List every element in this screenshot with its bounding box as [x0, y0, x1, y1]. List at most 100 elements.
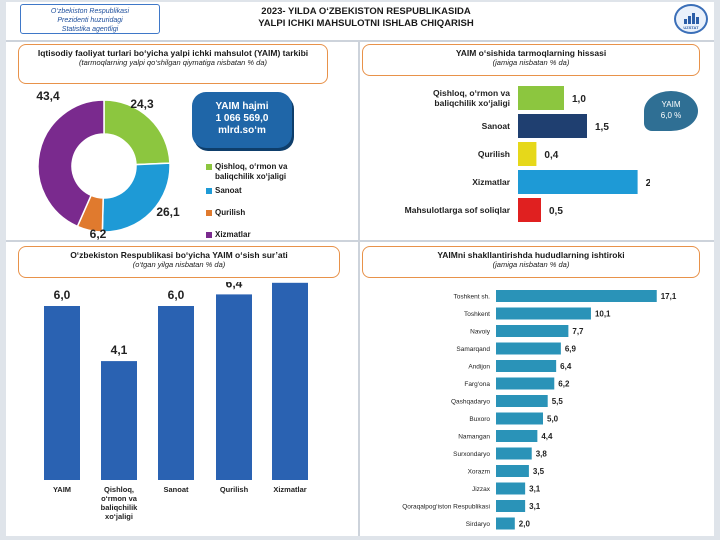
donut-label-qurilish: 6,2: [90, 227, 107, 241]
region-label-toshkent-sh: Toshkent sh.: [454, 294, 491, 301]
region-value-surxondaryo: 3,8: [536, 450, 548, 459]
region-label-samarqand: Samarqand: [456, 346, 490, 353]
legend-label-industry: Sanoat: [215, 186, 242, 195]
growth-value-sanoat: 6,0: [168, 288, 185, 302]
panel4-title: YAIMni shakllantirishda hududlarning ish…: [437, 250, 625, 260]
region-value-farg-ona: 6,2: [558, 380, 570, 389]
growth-bar-chart: 6,0 YAIM 4,1 Qishloq, o‘rmon va baliqchilik xo…: [44, 282, 308, 521]
region-bar-toshkent: [496, 307, 591, 320]
region-label-sirdaryo: Sirdaryo: [466, 521, 491, 528]
donut-label-sanoat: 26,1: [156, 205, 180, 219]
contrib-category-mahsulotlarga-sof-soliqlar: Mahsulotlarga sof soliqlar: [405, 205, 511, 215]
region-label-qoraqalpog-iston-respublikasi: Qoraqalpog‘iston Respublikasi: [402, 504, 490, 511]
panel3-title-box: O‘zbekiston Respublikasi bo‘yicha YAIM o…: [18, 246, 340, 278]
yaim-badge-label: YAIM: [661, 100, 681, 109]
legend-label-construction: Qurilish: [215, 208, 246, 217]
region-label-namangan: Namangan: [458, 434, 490, 441]
legend-swatch-agriculture: [206, 164, 212, 170]
region-value-jizzax: 3,1: [529, 485, 541, 494]
yaim-volume-value: 1 066 569,0: [215, 113, 269, 124]
agency-line-2: Prezidenti huzuridagi: [57, 17, 123, 24]
page-title-line-1: 2023- YILDA O‘ZBEKISTON RESPUBLIKASIDA: [261, 6, 471, 17]
panel2-title: YAIM o‘sishida tarmoqlarning hissasi: [455, 48, 607, 58]
region-value-toshkent-sh: 17,1: [661, 292, 677, 301]
contrib-bar-qurilish: [518, 142, 537, 166]
legend-swatch-services: [206, 232, 212, 238]
panel4-title-box: YAIMni shakllantirishda hududlarning ish…: [362, 246, 700, 278]
vertical-divider: [358, 42, 360, 536]
region-label-toshkent: Toshkent: [464, 311, 490, 318]
region-bar-toshkent-sh: [496, 290, 657, 302]
panel4-subtitle: (jamiga nisbatan % da): [492, 260, 570, 269]
logo-bars-icon: [684, 12, 700, 24]
panel1-title-box: Iqtisodiy faoliyat turlari bo‘yicha yalp…: [18, 44, 328, 84]
panel2-title-box: YAIM o‘sishida tarmoqlarning hissasi (ja…: [362, 44, 700, 76]
region-value-navoiy: 7,7: [572, 327, 584, 336]
region-value-qoraqalpog-iston-respublikasi: 3,1: [529, 502, 541, 511]
panel1-title: Iqtisodiy faoliyat turlari bo‘yicha yalp…: [37, 48, 309, 58]
middle-divider: [6, 240, 714, 242]
uzstat-logo: UZSTAT: [674, 4, 708, 34]
donut-chart: 24,3 26,1 6,2 43,4: [36, 89, 180, 241]
growth-bar-sanoat: [158, 306, 194, 480]
region-bar-jizzax: [496, 482, 526, 495]
legend-swatch-construction: [206, 210, 212, 216]
contrib-bar-mahsulotlarga-sof-soliqlar: [518, 198, 541, 222]
yaim-volume-unit: mlrd.so‘m: [218, 125, 266, 136]
region-label-navoiy: Navoiy: [470, 329, 491, 336]
contrib-bar-qishloq-o-rmon-va-baliqchilik-xo-jaligi: [518, 86, 564, 110]
region-bar-andijon: [496, 360, 557, 372]
region-label-jizzax: Jizzax: [472, 486, 491, 493]
contrib-value-sanoat: 1,5: [595, 122, 609, 133]
legend-swatch-industry: [206, 188, 212, 194]
region-value-toshkent: 10,1: [595, 310, 611, 319]
growth-category-sanoat: Sanoat: [163, 485, 189, 494]
panel3-subtitle: (o‘tgan yilga nisbatan % da): [132, 260, 226, 269]
region-bar-xorazm: [496, 465, 529, 477]
region-value-namangan: 4,4: [541, 432, 553, 441]
region-label-surxondaryo: Surxondaryo: [453, 451, 490, 458]
region-bar-navoiy: [496, 325, 569, 337]
region-value-samarqand: 6,9: [565, 345, 577, 354]
panel1-subtitle: (tarmoqlarning yalpi qo‘shilgan qiymatig…: [78, 58, 268, 67]
growth-category-xizmatlar: Xizmatlar: [273, 485, 306, 494]
contrib-bar-xizmatlar: [518, 170, 638, 194]
growth-bar-yaim: [44, 306, 80, 480]
region-value-xorazm: 3,5: [533, 467, 545, 476]
donut-slice-sanoat: [101, 162, 171, 233]
growth-category-qurilish: Qurilish: [220, 485, 249, 494]
region-label-andijon: Andijon: [468, 364, 490, 371]
yaim-growth-badge: YAIM 6,0 %: [644, 91, 698, 131]
donut-slice-xizmatlar: [37, 99, 105, 228]
growth-category-yaim: YAIM: [53, 485, 71, 494]
yaim-badge-value: 6,0 %: [660, 111, 682, 120]
region-label-buxoro: Buxoro: [469, 416, 490, 423]
region-bar-qoraqalpog-iston-respublikasi: [496, 500, 526, 512]
legend-label-agriculture: Qishloq, o‘rmon va baliqchilik xo‘jaligi: [215, 162, 288, 181]
infographic-page: O‘zbekiston Respublikasi Prezidenti huzu…: [6, 2, 714, 536]
region-label-farg-ona: Farg‘ona: [464, 381, 490, 388]
legend-label-services: Xizmatlar: [215, 230, 251, 239]
growth-bar-xizmatlar: [272, 282, 308, 480]
page-title-line-2: YALPI ICHKI MAHSULOTNI ISHLAB CHIQARISH: [258, 18, 474, 29]
region-bar-surxondaryo: [496, 447, 532, 460]
region-label-xorazm: Xorazm: [468, 469, 490, 476]
growth-value-qishloq-o-rmon-va-baliqchilik-xo-jaligi: 4,1: [111, 343, 128, 357]
region-value-buxoro: 5,0: [547, 415, 559, 424]
header: O‘zbekiston Respublikasi Prezidenti huzu…: [6, 2, 714, 38]
region-bar-namangan: [496, 430, 538, 442]
growth-bar-qurilish: [216, 294, 252, 480]
region-bar-farg-ona: [496, 377, 555, 390]
yaim-volume-box: YAIM hajmi 1 066 569,0 mlrd.so‘m: [192, 92, 292, 148]
contrib-category-qurilish: Qurilish: [478, 149, 510, 159]
region-bar-samarqand: [496, 342, 561, 355]
contrib-value-xizmatlar: 2,6: [646, 178, 650, 189]
agency-line-1: O‘zbekiston Respublikasi: [50, 8, 130, 15]
agency-box: O‘zbekiston Respublikasi Prezidenti huzu…: [20, 4, 160, 34]
regions-bar-chart: Toshkent sh. 17,1 Toshkent 10,1 Navoiy 7,7 Sam…: [402, 290, 677, 530]
region-bar-sirdaryo: [496, 517, 515, 530]
agency-line-3: Statistika agentligi: [61, 26, 119, 33]
donut-label-qishloq-o-rmon-va-baliqchilik-xo-jaligi: 24,3: [130, 97, 154, 111]
contrib-bar-sanoat: [518, 114, 587, 138]
growth-category-qishloq-o-rmon-va-baliqchilik-xo-jaligi: Qishloq, o‘rmon va baliqchilik xo‘jaligi: [101, 485, 139, 521]
